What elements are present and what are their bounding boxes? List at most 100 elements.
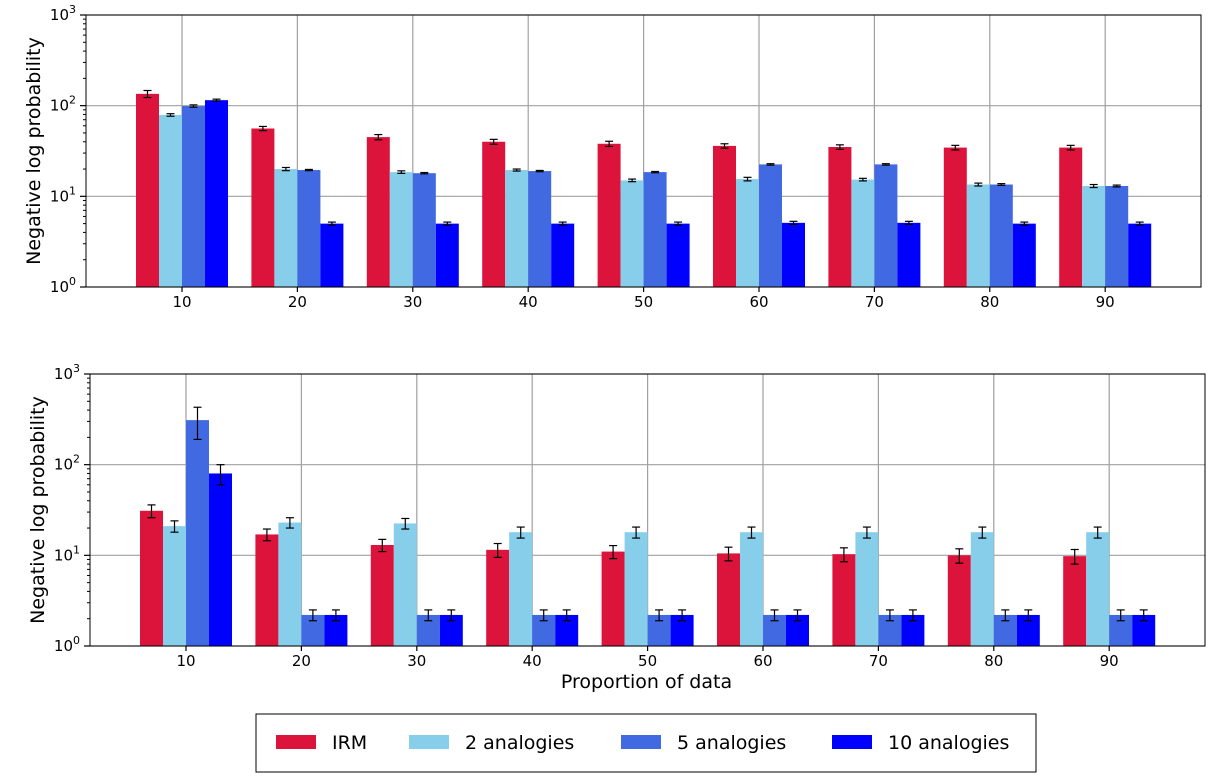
y-axis-title: Negative log probability: [23, 37, 45, 265]
x-tick-label: 30: [403, 293, 422, 311]
bar: [482, 141, 506, 287]
bar: [878, 614, 902, 646]
bar: [855, 532, 879, 646]
y-tick-label: 103: [54, 362, 80, 383]
bar: [370, 545, 394, 646]
x-tick-label: 50: [638, 652, 657, 670]
x-tick-label: 10: [172, 293, 191, 311]
bar: [782, 222, 805, 287]
y-tick-base: 10: [54, 637, 73, 655]
y-tick-base: 10: [50, 187, 69, 205]
bar: [439, 614, 463, 646]
bar: [486, 549, 510, 646]
bar: [1082, 186, 1106, 287]
y-tick-exponent: 1: [73, 543, 80, 556]
bar: [970, 532, 994, 646]
x-tick-label: 50: [634, 293, 653, 311]
bar: [1105, 186, 1129, 287]
y-tick-label: 101: [50, 184, 76, 205]
bar: [666, 223, 690, 287]
y-tick-exponent: 1: [69, 184, 76, 197]
bar: [759, 164, 782, 287]
y-tick-base: 10: [54, 365, 73, 383]
y-tick-label: 100: [50, 275, 76, 296]
legend: IRM 2 analogies 5 analogies 10 analogies: [255, 713, 1037, 773]
x-axis-title: Proportion of data: [561, 671, 732, 693]
bar: [740, 532, 763, 646]
bar: [1016, 614, 1040, 646]
bar: [324, 614, 348, 646]
bar: [989, 184, 1013, 287]
bar: [832, 554, 856, 646]
bar: [1109, 614, 1133, 646]
x-tick-label: 40: [523, 652, 542, 670]
bar: [1132, 614, 1156, 646]
bar: [1063, 556, 1087, 646]
bar: [897, 222, 921, 287]
axes-frame: [85, 14, 1202, 288]
x-tick-label: 60: [749, 293, 768, 311]
bar: [947, 555, 971, 646]
x-tick-label: 20: [288, 293, 307, 311]
bar: [297, 170, 321, 287]
legend-label: 10 analogies: [888, 732, 1009, 754]
bar: [320, 223, 344, 287]
bar: [597, 143, 621, 287]
x-tick-label: 10: [176, 652, 195, 670]
x-tick-label: 30: [407, 652, 426, 670]
bar: [643, 172, 667, 287]
bar: [851, 179, 875, 287]
y-tick-exponent: 3: [69, 3, 76, 16]
y-tick-label: 101: [54, 543, 80, 564]
bar: [943, 147, 967, 287]
x-tick-label: 60: [753, 652, 772, 670]
bar: [874, 164, 898, 287]
y-tick-base: 10: [54, 456, 73, 474]
bar: [389, 172, 413, 287]
bar: [555, 614, 579, 646]
legend-swatch: [621, 735, 661, 749]
bar: [736, 179, 759, 287]
bar: [505, 170, 529, 287]
legend-label: IRM: [332, 732, 367, 754]
legend-swatch: [832, 735, 872, 749]
x-tick-label: 20: [292, 652, 311, 670]
bar: [366, 137, 390, 287]
y-tick-exponent: 2: [73, 453, 80, 466]
y-tick-exponent: 0: [69, 275, 76, 288]
y-tick-base: 10: [54, 546, 73, 564]
bar: [274, 169, 298, 287]
bar: [763, 614, 786, 646]
bar: [182, 106, 205, 287]
bar: [435, 223, 459, 287]
x-tick-label: 70: [865, 293, 884, 311]
bar: [828, 147, 852, 287]
legend-label: 2 analogies: [465, 732, 574, 754]
y-tick-exponent: 2: [69, 94, 76, 107]
x-tick-label: 90: [1096, 293, 1115, 311]
bar: [159, 114, 182, 287]
bar: [140, 510, 163, 646]
bar: [416, 614, 440, 646]
bar: [163, 526, 186, 646]
bar: [412, 173, 436, 287]
bar: [1086, 532, 1110, 646]
bar: [713, 145, 736, 287]
bar: [901, 614, 925, 646]
bar: [620, 180, 644, 287]
bar: [670, 614, 694, 646]
bar: [966, 184, 990, 287]
y-tick-label: 102: [54, 453, 80, 474]
bar: [205, 100, 228, 288]
bar: [393, 523, 417, 646]
bar: [1012, 223, 1036, 287]
bar: [993, 614, 1017, 646]
bar: [1128, 223, 1152, 287]
bar: [255, 534, 279, 646]
axes-frame: [89, 373, 1206, 647]
bar: [551, 223, 575, 287]
y-tick-label: 102: [50, 94, 76, 115]
